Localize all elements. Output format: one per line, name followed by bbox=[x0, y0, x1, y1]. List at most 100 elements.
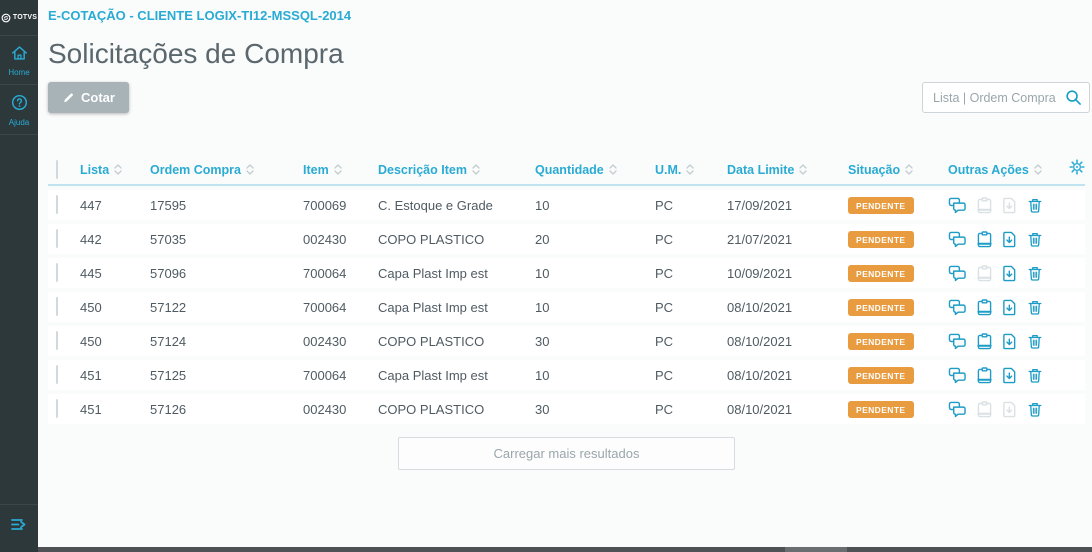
sort-icon[interactable] bbox=[334, 164, 342, 175]
load-more-button[interactable]: Carregar mais resultados bbox=[398, 437, 735, 470]
download-document-icon[interactable] bbox=[1002, 401, 1017, 418]
cell-data-limite: 08/10/2021 bbox=[727, 333, 793, 349]
sort-icon[interactable] bbox=[609, 164, 617, 175]
gear-icon[interactable] bbox=[1069, 159, 1085, 175]
column-header-item[interactable]: Item bbox=[303, 163, 378, 177]
sort-icon[interactable] bbox=[1034, 164, 1042, 175]
cell-item: 700069 bbox=[303, 197, 347, 213]
sort-icon[interactable] bbox=[246, 164, 254, 175]
cell-quantidade: 30 bbox=[535, 333, 550, 349]
sidebar: TOTVS Home Ajuda bbox=[0, 0, 38, 552]
cell-descricao-item: Capa Plast Imp est bbox=[378, 299, 488, 315]
download-document-icon[interactable] bbox=[1002, 299, 1017, 316]
row-actions bbox=[948, 230, 1060, 248]
trash-icon[interactable] bbox=[1027, 401, 1043, 418]
row-actions bbox=[948, 196, 1060, 214]
sidebar-item-label: Ajuda bbox=[8, 118, 30, 127]
cell-um: PC bbox=[655, 333, 674, 349]
row-actions bbox=[948, 366, 1060, 384]
row-checkbox[interactable] bbox=[56, 297, 58, 316]
comments-icon[interactable] bbox=[948, 401, 967, 418]
trash-icon[interactable] bbox=[1027, 265, 1043, 282]
sort-icon[interactable] bbox=[472, 164, 480, 175]
cell-um: PC bbox=[655, 401, 674, 417]
clipboard-icon[interactable] bbox=[977, 298, 992, 316]
sort-icon[interactable] bbox=[905, 164, 913, 175]
column-header-data-limite[interactable]: Data Limite bbox=[727, 163, 848, 177]
comments-icon[interactable] bbox=[948, 299, 967, 316]
sort-icon[interactable] bbox=[799, 164, 808, 175]
column-header-situacao[interactable]: Situação bbox=[848, 163, 948, 177]
trash-icon[interactable] bbox=[1027, 367, 1043, 384]
clipboard-icon[interactable] bbox=[977, 366, 992, 384]
horizontal-scrollbar[interactable] bbox=[38, 547, 1092, 552]
comments-icon[interactable] bbox=[948, 367, 967, 384]
cell-data-limite: 08/10/2021 bbox=[727, 401, 793, 417]
column-header-outras-acoes[interactable]: Outras Ações bbox=[948, 163, 1060, 177]
expand-menu-icon[interactable] bbox=[10, 517, 28, 532]
table-row: 445 57096 700064 Capa Plast Imp est 10 P… bbox=[48, 258, 1085, 288]
table-settings bbox=[1060, 159, 1085, 180]
column-header-ordem-compra[interactable]: Ordem Compra bbox=[150, 163, 303, 177]
sort-icon[interactable] bbox=[114, 164, 122, 175]
cell-item: 002430 bbox=[303, 333, 347, 349]
cell-quantidade: 10 bbox=[535, 265, 550, 281]
search-icon[interactable] bbox=[1065, 89, 1082, 111]
cell-item: 700064 bbox=[303, 265, 347, 281]
trash-icon[interactable] bbox=[1027, 333, 1043, 350]
row-actions bbox=[948, 400, 1060, 418]
cell-um: PC bbox=[655, 367, 674, 383]
sort-icon[interactable] bbox=[686, 164, 695, 175]
trash-icon[interactable] bbox=[1027, 231, 1043, 248]
cell-descricao-item: Capa Plast Imp est bbox=[378, 367, 488, 383]
cell-data-limite: 08/10/2021 bbox=[727, 367, 793, 383]
row-checkbox[interactable] bbox=[56, 365, 58, 384]
row-checkbox[interactable] bbox=[56, 195, 58, 214]
row-checkbox[interactable] bbox=[56, 263, 58, 282]
cell-lista: 450 bbox=[80, 299, 102, 315]
trash-icon[interactable] bbox=[1027, 197, 1043, 214]
clipboard-icon[interactable] bbox=[977, 264, 992, 282]
scrollbar-thumb[interactable] bbox=[785, 547, 847, 552]
table-row: 447 17595 700069 C. Estoque e Grade 10 P… bbox=[48, 190, 1085, 220]
sidebar-item-home[interactable]: Home bbox=[0, 36, 38, 85]
cell-data-limite: 21/07/2021 bbox=[727, 231, 793, 247]
column-header-quantidade[interactable]: Quantidade bbox=[535, 163, 655, 177]
clipboard-icon[interactable] bbox=[977, 230, 992, 248]
download-document-icon[interactable] bbox=[1002, 367, 1017, 384]
cell-lista: 445 bbox=[80, 265, 102, 281]
comments-icon[interactable] bbox=[948, 197, 967, 214]
download-document-icon[interactable] bbox=[1002, 333, 1017, 350]
column-header-descricao-item[interactable]: Descrição Item bbox=[378, 163, 535, 177]
download-document-icon[interactable] bbox=[1002, 265, 1017, 282]
row-checkbox[interactable] bbox=[56, 229, 58, 248]
row-checkbox[interactable] bbox=[56, 399, 58, 418]
column-header-um[interactable]: U.M. bbox=[655, 163, 727, 177]
clipboard-icon[interactable] bbox=[977, 400, 992, 418]
cell-quantidade: 10 bbox=[535, 299, 550, 315]
select-all-checkbox[interactable] bbox=[56, 159, 58, 179]
clipboard-icon[interactable] bbox=[977, 332, 992, 350]
cell-ordem-compra: 57125 bbox=[150, 367, 187, 383]
pencil-icon bbox=[64, 93, 73, 103]
table-header-row: Lista Ordem Compra Item Descrição Item Q… bbox=[48, 155, 1085, 186]
comments-icon[interactable] bbox=[948, 333, 967, 350]
cell-item: 700064 bbox=[303, 367, 347, 383]
cotar-button[interactable]: Cotar bbox=[48, 82, 129, 113]
column-header-lista[interactable]: Lista bbox=[80, 163, 150, 177]
comments-icon[interactable] bbox=[948, 265, 967, 282]
totvs-logo: TOTVS bbox=[0, 0, 38, 36]
row-checkbox[interactable] bbox=[56, 331, 58, 350]
cotar-button-label: Cotar bbox=[81, 90, 115, 105]
table-row: 451 57125 700064 Capa Plast Imp est 10 P… bbox=[48, 360, 1085, 390]
trash-icon[interactable] bbox=[1027, 299, 1043, 316]
cell-ordem-compra: 57124 bbox=[150, 333, 187, 349]
cell-descricao-item: COPO PLASTICO bbox=[378, 333, 485, 349]
comments-icon[interactable] bbox=[948, 231, 967, 248]
cell-quantidade: 10 bbox=[535, 367, 550, 383]
search-input[interactable] bbox=[922, 82, 1090, 113]
download-document-icon[interactable] bbox=[1002, 231, 1017, 248]
clipboard-icon[interactable] bbox=[977, 196, 992, 214]
sidebar-item-ajuda[interactable]: Ajuda bbox=[0, 85, 38, 135]
download-document-icon[interactable] bbox=[1002, 197, 1017, 214]
